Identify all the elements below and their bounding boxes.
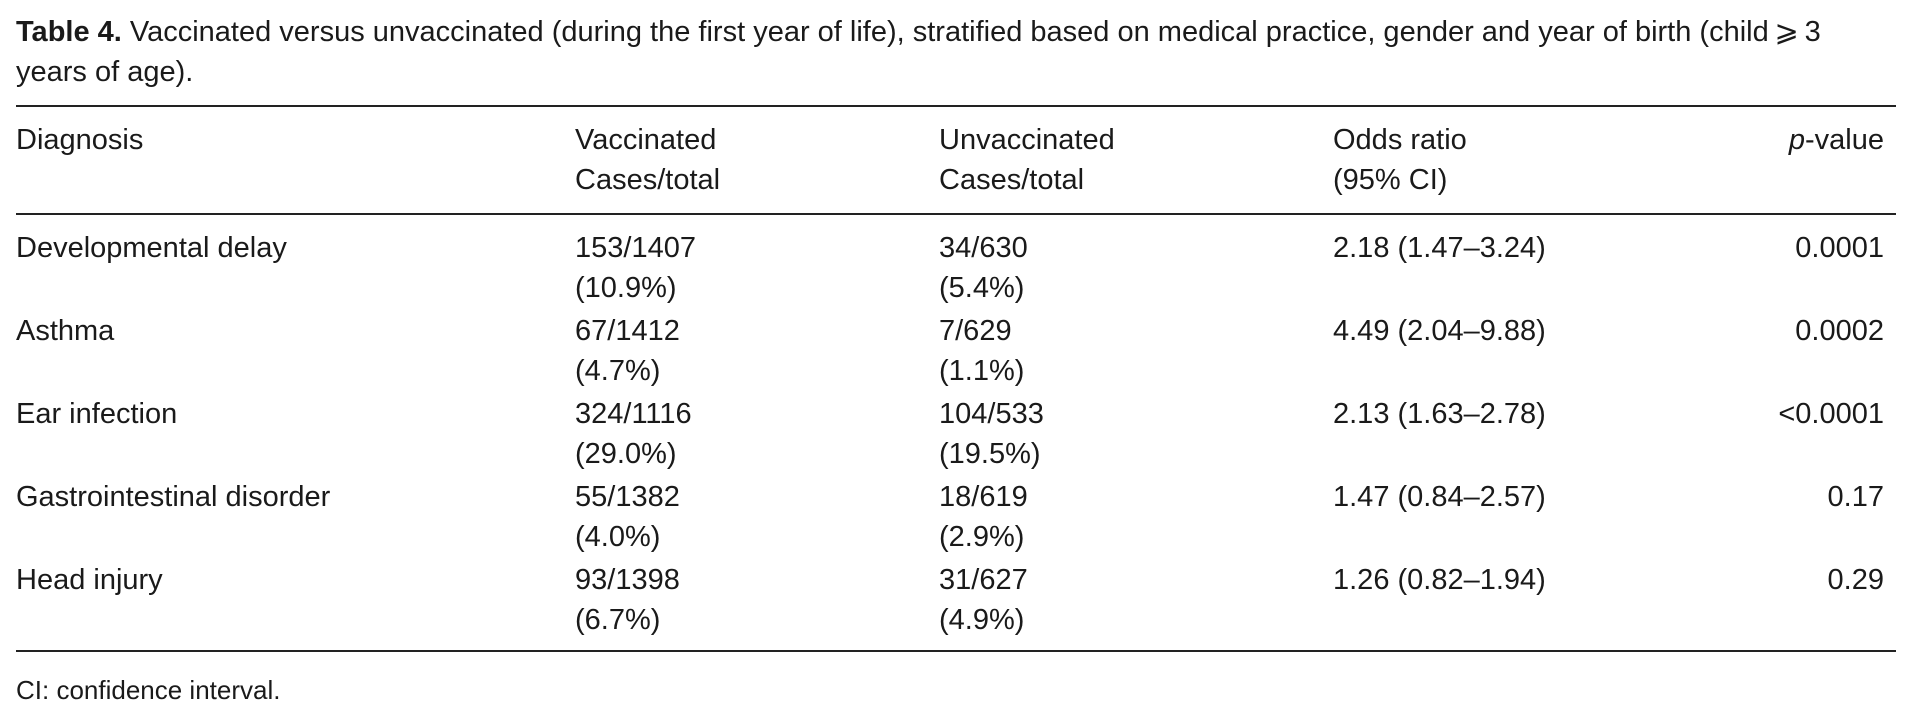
table-row: Asthma 67/1412 (4.7%) 7/629 (1.1%) 4.49 …	[0, 311, 1906, 393]
table-label: Table 4.	[16, 16, 122, 48]
table-row: Developmental delay 153/1407 (10.9%) 34/…	[0, 228, 1906, 310]
cell-unvaccinated: 18/619 (2.9%)	[939, 481, 1028, 553]
cell-diagnosis: Asthma	[16, 315, 115, 347]
cell-vaccinated: 324/1116 (29.0%)	[575, 398, 692, 470]
cell-vaccinated: 55/1382 (4.0%)	[575, 481, 680, 553]
cell-p-value: <0.0001	[1778, 398, 1884, 430]
table-row: Gastrointestinal disorder 55/1382 (4.0%)…	[0, 477, 1906, 559]
header-vaccinated: Vaccinated Cases/total	[575, 124, 721, 196]
header-p-value: p-value	[1788, 124, 1884, 156]
table-footnote: CI: confidence interval.	[16, 675, 281, 705]
cell-diagnosis: Gastrointestinal disorder	[16, 481, 331, 513]
cell-unvaccinated: 34/630 (5.4%)	[939, 232, 1028, 304]
table-row: Head injury 93/1398 (6.7%) 31/627 (4.9%)…	[0, 560, 1906, 642]
cell-odds-ratio: 1.26 (0.82–1.94)	[1333, 564, 1546, 596]
cell-unvaccinated: 104/533 (19.5%)	[939, 398, 1044, 470]
cell-vaccinated: 93/1398 (6.7%)	[575, 564, 680, 636]
cell-odds-ratio: 2.13 (1.63–2.78)	[1333, 398, 1546, 430]
cell-p-value: 0.29	[1827, 564, 1884, 596]
cell-odds-ratio: 4.49 (2.04–9.88)	[1333, 315, 1546, 347]
cell-odds-ratio: 1.47 (0.84–2.57)	[1333, 481, 1546, 513]
header-unvaccinated: Unvaccinated Cases/total	[939, 124, 1115, 196]
cell-unvaccinated: 7/629 (1.1%)	[939, 315, 1025, 387]
cell-diagnosis: Ear infection	[16, 398, 178, 430]
cell-unvaccinated: 31/627 (4.9%)	[939, 564, 1028, 636]
table-header-row: Diagnosis Vaccinated Cases/total Unvacci…	[0, 120, 1906, 205]
table-row: Ear infection 324/1116 (29.0%) 104/533 (…	[0, 394, 1906, 476]
table-top-rule	[16, 105, 1896, 107]
header-odds-ratio: Odds ratio (95% CI)	[1333, 124, 1467, 196]
header-diagnosis: Diagnosis	[16, 124, 144, 156]
table-bottom-rule	[16, 650, 1896, 652]
cell-p-value: 0.0001	[1795, 232, 1884, 264]
table-caption-text: Vaccinated versus unvaccinated (during t…	[16, 16, 1827, 88]
cell-odds-ratio: 2.18 (1.47–3.24)	[1333, 232, 1546, 264]
table-caption: Table 4. Vaccinated versus unvaccinated …	[16, 12, 1896, 92]
cell-vaccinated: 67/1412 (4.7%)	[575, 315, 680, 387]
cell-p-value: 0.0002	[1795, 315, 1884, 347]
cell-vaccinated: 153/1407 (10.9%)	[575, 232, 696, 304]
cell-diagnosis: Developmental delay	[16, 232, 287, 264]
cell-p-value: 0.17	[1827, 481, 1884, 513]
table-header-rule	[16, 213, 1896, 215]
cell-diagnosis: Head injury	[16, 564, 163, 596]
